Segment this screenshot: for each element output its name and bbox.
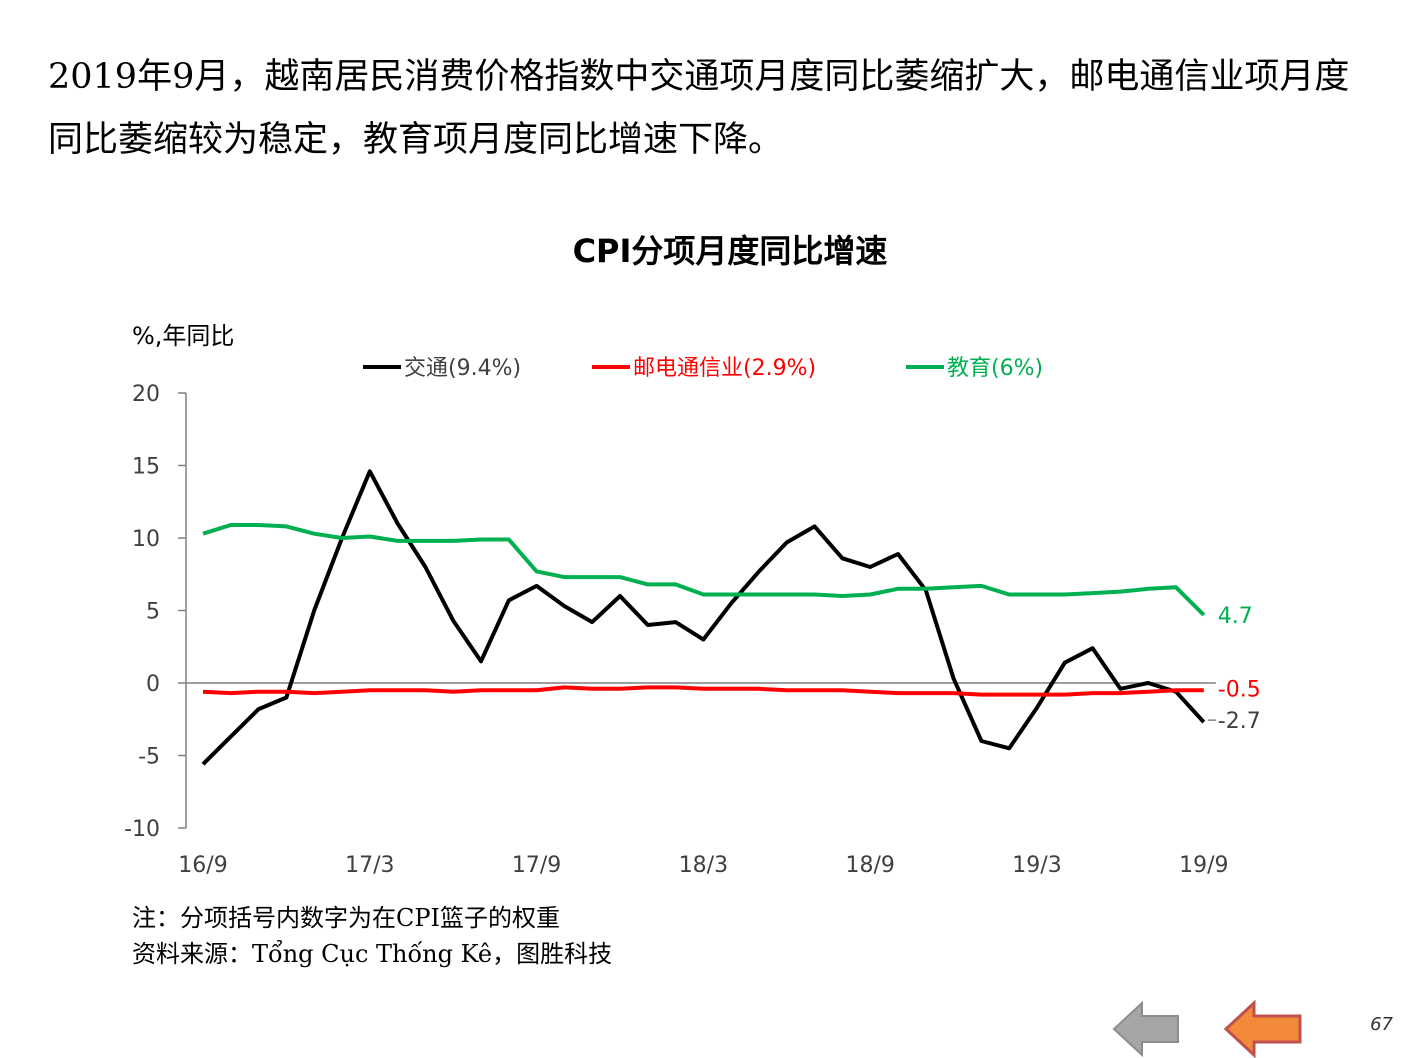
y-tick-label: -5	[138, 745, 160, 770]
intro-text: 2019年9月，越南居民消费价格指数中交通项月度同比萎缩扩大，邮电通信业项月度同…	[48, 57, 1350, 160]
legend-entry: 邮电通信业(2.9%)	[633, 356, 816, 381]
y-tick-label: 20	[132, 382, 160, 407]
prev-page-button[interactable]	[1110, 1000, 1184, 1058]
page-number: 67	[1370, 1014, 1393, 1035]
left-arrow-icon	[1112, 1000, 1179, 1058]
y-tick-label: 5	[146, 600, 160, 625]
chart-note: 注：分项括号内数字为在CPI篮子的权重	[132, 904, 560, 932]
x-tick-label: 16/9	[178, 853, 227, 878]
legend-entry: 交通(9.4%)	[404, 356, 521, 381]
chart-source: 资料来源：Tổng Cục Thống Kê，图胜科技	[132, 940, 613, 968]
x-tick-label: 19/9	[1179, 853, 1228, 878]
y-tick-label: 10	[132, 527, 160, 552]
y-axis-unit-label: %,年同比	[132, 322, 235, 350]
y-tick-label: 0	[146, 672, 160, 697]
x-tick-label: 17/9	[512, 853, 561, 878]
x-tick-label: 19/3	[1012, 853, 1061, 878]
y-tick-label: 15	[132, 455, 160, 480]
series-line-1	[202, 685, 1204, 697]
series-line-0	[201, 469, 1206, 766]
legend-entry: 教育(6%)	[947, 356, 1043, 381]
x-tick-label: 18/9	[845, 853, 894, 878]
end-data-label: -0.5	[1218, 677, 1261, 702]
end-data-label: 4.7	[1218, 604, 1253, 629]
series-line-2	[202, 523, 1206, 617]
next-page-button[interactable]	[1222, 1000, 1306, 1058]
chart-title: CPI分项月度同比增速	[572, 232, 888, 270]
end-data-label: -2.7	[1218, 709, 1261, 734]
y-tick-label: -10	[124, 817, 160, 842]
x-tick-label: 18/3	[679, 853, 728, 878]
x-tick-label: 17/3	[345, 853, 394, 878]
left-arrow-icon	[1223, 1000, 1302, 1058]
